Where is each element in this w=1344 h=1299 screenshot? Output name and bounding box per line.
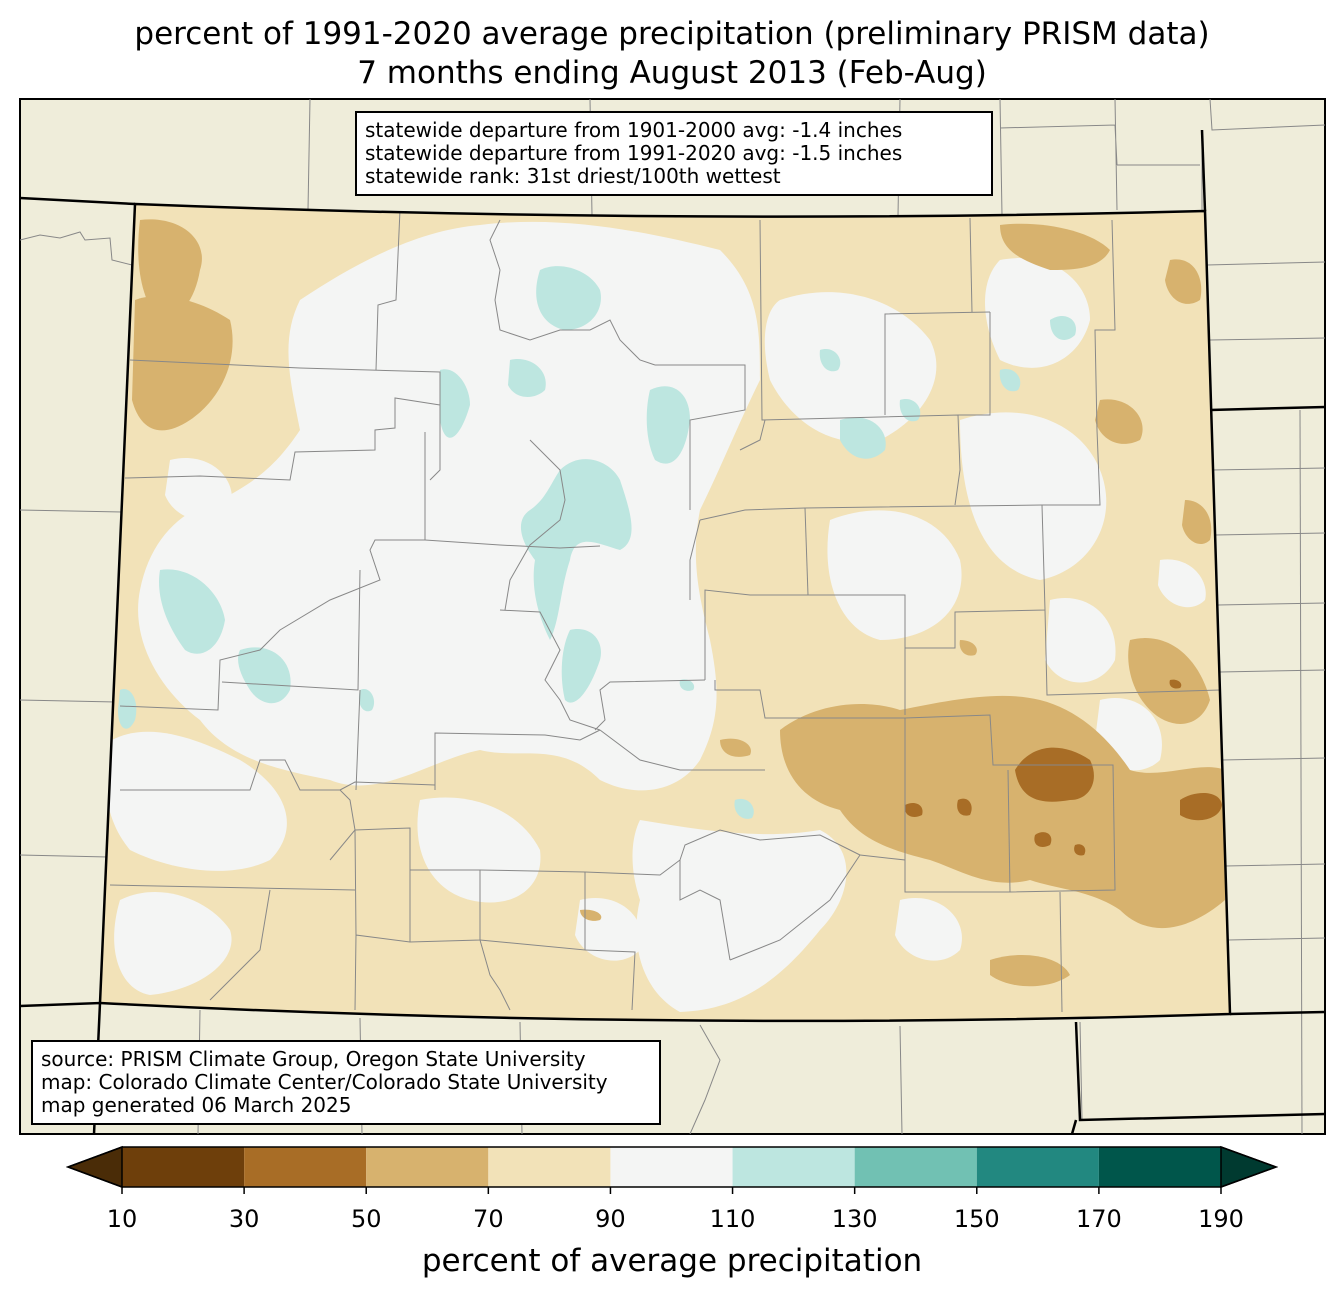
statewide-stats-box: statewide departure from 1901-2000 avg: … [355, 111, 993, 196]
source-line: source: PRISM Climate Group, Oregon Stat… [41, 1047, 586, 1071]
border-northwest [19, 196, 136, 206]
stat-departure-1991-2020: statewide departure from 1991-2020 avg: … [365, 141, 903, 165]
dry-30-50-areas [904, 679, 1222, 856]
map-credit-line: map: Colorado Climate Center/Colorado St… [41, 1070, 608, 1094]
colorbar-under-arrow [65, 1145, 123, 1189]
border-north-wyoming [1200, 129, 1207, 212]
colorbar-tick-label: 150 [953, 1205, 1000, 1233]
colorbar-over-arrow [1220, 1145, 1279, 1189]
colorbar-bin-150-170 [976, 1147, 1099, 1187]
colorbar-bin-30-50 [244, 1147, 367, 1187]
colorbar-bin-90-110 [610, 1147, 733, 1187]
source-box: source: PRISM Climate Group, Oregon Stat… [31, 1040, 661, 1125]
colorbar-label: percent of average precipitation [421, 1243, 923, 1279]
near-normal-areas [105, 221, 1206, 1012]
dry-50-70-areas [132, 219, 1225, 987]
colorbar-tick-label: 10 [106, 1205, 138, 1233]
border-east-nebraska-kansas [1209, 405, 1326, 412]
map-title-line-2: 7 months ending August 2013 (Feb-Aug) [357, 55, 987, 91]
colorbar-tick-label: 130 [831, 1205, 878, 1233]
colorbar-tick-label: 110 [709, 1205, 756, 1233]
colorbar-bin-110-130 [732, 1147, 855, 1187]
colorbar-tick-label: 90 [595, 1205, 626, 1233]
colorbar-tick-label: 50 [350, 1205, 382, 1233]
border-south-east-texas [1070, 1119, 1078, 1135]
colorbar-bin-10-30 [122, 1147, 245, 1187]
colorbar-tick-label: 30 [228, 1205, 260, 1233]
colorbar-tick-label: 70 [473, 1205, 504, 1233]
colorbar-bin-130-150 [854, 1147, 977, 1187]
map-title-line-1: percent of 1991-2020 average precipitati… [134, 16, 1210, 52]
map-generated-line: map generated 06 March 2025 [41, 1093, 352, 1117]
border-south-oklahoma [1074, 1021, 1326, 1122]
colorbar-bin-170-190 [1098, 1147, 1221, 1187]
colorbar [65, 1145, 1279, 1194]
colorbar-tick-label: 170 [1075, 1205, 1122, 1233]
colorbar-bin-70-90 [488, 1147, 611, 1187]
colorbar-bin-50-70 [366, 1147, 489, 1187]
wet-110-130-areas [118, 266, 1076, 819]
state-boundaries [19, 129, 1326, 1135]
border-southeast [1229, 1010, 1326, 1016]
stat-rank: statewide rank: 31st driest/100th wettes… [365, 164, 781, 188]
county-lines [109, 209, 1221, 1013]
colorado-border [98, 202, 1232, 1023]
stat-departure-1901-2000: statewide departure from 1901-2000 avg: … [365, 118, 903, 142]
colorbar-tick-label: 190 [1198, 1205, 1244, 1233]
